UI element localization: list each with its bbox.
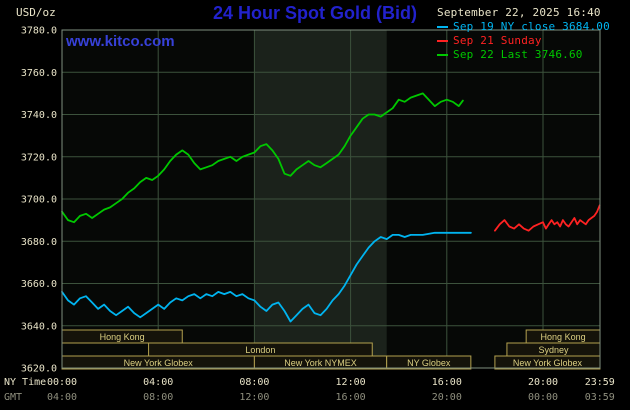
- line-swatch-sep21-icon: [437, 40, 448, 42]
- x-tick-label-gmt: 04:00: [47, 392, 77, 403]
- x-tick-label-ny: 23:59: [585, 377, 615, 388]
- y-tick-label: 3760.0: [21, 68, 57, 79]
- series-line-sep19: [61, 231, 472, 323]
- x-tick-label-ny: 08:00: [239, 377, 269, 388]
- legend-label-sep19: Sep 19 NY close 3684.00: [453, 20, 610, 33]
- gmt-row-label: GMT: [4, 392, 22, 403]
- y-tick-label: 3780.0: [21, 26, 57, 37]
- legend-item-sep21: Sep 21 Sunday: [437, 34, 610, 48]
- session-label: NY Globex: [407, 358, 451, 368]
- y-tick-label: 3700.0: [21, 195, 57, 206]
- x-tick-label-gmt: 03:59: [585, 392, 615, 403]
- session-label: New York Globex: [124, 358, 194, 368]
- x-tick-label-gmt: 08:00: [143, 392, 173, 403]
- x-tick-label-gmt: 00:00: [528, 392, 558, 403]
- series-line-sep21: [493, 204, 601, 232]
- y-tick-label: 3720.0: [21, 152, 57, 163]
- legend-label-sep21: Sep 21 Sunday: [453, 34, 542, 47]
- y-tick-label: 3740.0: [21, 110, 57, 121]
- x-tick-label-gmt: 20:00: [432, 392, 462, 403]
- session-label: London: [245, 345, 275, 355]
- legend-item-sep19: Sep 19 NY close 3684.00: [437, 20, 610, 34]
- kitco-watermark-link[interactable]: www.kitco.com: [66, 33, 175, 50]
- legend: Sep 19 NY close 3684.00 Sep 21 Sunday Se…: [437, 20, 610, 62]
- plot-border: [61, 29, 601, 369]
- session-label: Sydney: [538, 345, 569, 355]
- x-tick-label-ny: 20:00: [528, 377, 558, 388]
- legend-label-sep22: Sep 22 Last 3746.60: [453, 48, 583, 61]
- x-tick-label-ny: 16:00: [432, 377, 462, 388]
- units-label: USD/oz: [16, 6, 56, 19]
- session-label: New York Globex: [513, 358, 583, 368]
- legend-item-sep22: Sep 22 Last 3746.60: [437, 48, 610, 62]
- page-title: 24 Hour Spot Gold (Bid): [213, 3, 417, 23]
- x-tick-label-ny: 04:00: [143, 377, 173, 388]
- x-tick-label-gmt: 12:00: [239, 392, 269, 403]
- y-tick-label: 3640.0: [21, 321, 57, 332]
- chart-info-panel: September 22, 2025 16:40 Sep 19 NY close…: [437, 6, 610, 62]
- session-label: New York NYMEX: [284, 358, 357, 368]
- datetime-label: September 22, 2025 16:40: [437, 6, 601, 19]
- line-swatch-sep19-icon: [437, 26, 448, 28]
- x-tick-label-ny: 12:00: [336, 377, 366, 388]
- y-tick-label: 3660.0: [21, 279, 57, 290]
- session-label: Hong Kong: [100, 332, 145, 342]
- x-tick-label-ny: 00:00: [47, 377, 77, 388]
- x-tick-label-gmt: 16:00: [336, 392, 366, 403]
- y-tick-label: 3620.0: [21, 364, 57, 375]
- series-line-sep22: [61, 92, 464, 224]
- ny-time-row-label: NY Time: [4, 377, 46, 388]
- line-swatch-sep22-icon: [437, 54, 448, 56]
- session-label: Hong Kong: [541, 332, 586, 342]
- session-box: [386, 355, 472, 370]
- y-tick-label: 3680.0: [21, 237, 57, 248]
